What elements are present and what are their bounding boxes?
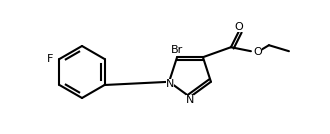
Text: F: F bbox=[47, 54, 53, 64]
Text: N: N bbox=[166, 79, 174, 89]
Text: N: N bbox=[186, 95, 194, 105]
Text: O: O bbox=[235, 22, 243, 32]
Text: Br: Br bbox=[171, 45, 183, 55]
Text: O: O bbox=[253, 47, 262, 57]
